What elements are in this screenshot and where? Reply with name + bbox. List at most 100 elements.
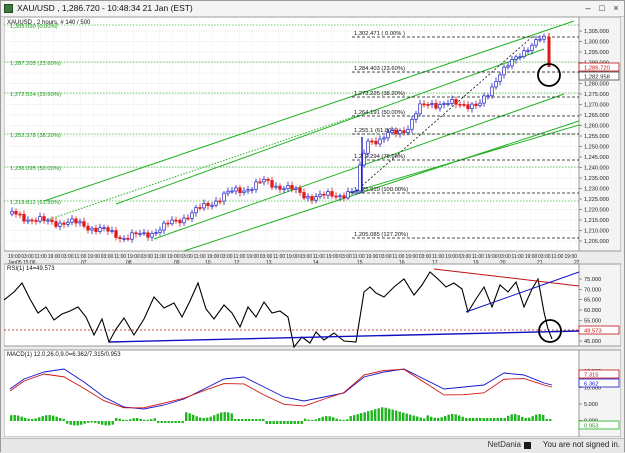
candle-body (238, 187, 242, 194)
candle-body (58, 222, 62, 227)
macd-histogram-bar (279, 421, 282, 424)
fib-right-label: 1,225.910 (100.00%) (354, 187, 408, 193)
sign-in-status[interactable]: You are not signed in. (542, 440, 620, 449)
macd-histogram-bar (489, 418, 492, 421)
macd-flag (578, 378, 620, 388)
candle-body (190, 212, 194, 219)
maximize-button[interactable]: □ (599, 3, 605, 13)
netdania-logo: NetDania (487, 440, 521, 449)
candle-body (450, 99, 454, 104)
candle-body (302, 192, 306, 199)
macd-histogram-bar (101, 421, 104, 425)
candle-body (138, 233, 142, 235)
macd-histogram-bar (118, 418, 121, 421)
macd-histogram-bar (384, 407, 387, 421)
time-tick-label: 11:00 (353, 254, 365, 260)
candle-body (194, 207, 198, 214)
date-tick-label: 17 (432, 260, 438, 266)
date-tick-label: 21 (537, 260, 543, 266)
macd-histogram-bar (13, 415, 16, 421)
candle-body (146, 232, 150, 238)
macd-flag-label: 7.315 (584, 372, 599, 378)
price-tick-label: 1,235.000 (584, 176, 609, 182)
candle-body (518, 56, 522, 59)
macd-histogram-bar (419, 417, 422, 421)
candle-body (122, 238, 126, 240)
fib-right-label: 1,205.085 (127.20%) (354, 232, 408, 238)
candle-body (442, 103, 446, 105)
price-flag-label: 1,282.958 (584, 74, 610, 80)
time-tick-label: 11:00 (551, 254, 563, 260)
macd-histogram-bar (332, 417, 335, 421)
price-panel[interactable]: XAUUSD , 2 hours, # 140 / 500 (4, 17, 621, 266)
macd-histogram-bar (377, 408, 380, 421)
time-tick-label: 11:00 (35, 254, 47, 260)
rsi-panel[interactable]: RSI(1) 14=49.573 75.000 70.000 65.000 60.00… (4, 263, 621, 349)
candle-body (14, 210, 18, 215)
date-tick-label: 10 (205, 260, 211, 266)
candle-body (458, 103, 462, 106)
time-tick-label: 11:00 (512, 254, 524, 260)
candle-body (382, 137, 386, 140)
candle-body (334, 195, 338, 198)
candle-body (410, 118, 414, 130)
price-tick-label: 1,280.000 (584, 82, 609, 88)
candle-body (386, 132, 390, 139)
rsi-support-line (108, 330, 580, 343)
candle-body (246, 189, 250, 192)
candle-body (494, 81, 498, 88)
date-tick-label: 07 (81, 260, 87, 266)
candle-body (218, 200, 222, 203)
fib-left-label: 1,305.090 (0.00%) (10, 24, 58, 30)
candle-body (322, 193, 326, 196)
macd-histogram-bar (433, 417, 436, 421)
date-tick-label: 19 (473, 260, 479, 266)
channel-lower-line (183, 120, 580, 252)
macd-histogram-bar (493, 418, 496, 421)
macd-histogram-bar (521, 416, 524, 421)
macd-histogram-bar (549, 419, 552, 421)
time-tick-label: 11:00 (194, 254, 206, 260)
candle-body (310, 196, 314, 201)
macd-histogram-bar (430, 416, 433, 421)
channel-middle-upper-line (115, 48, 545, 205)
fib-left-label: 1,287.205 (23.60%) (10, 61, 61, 67)
candle-body (526, 50, 530, 52)
macd-histogram-bar (48, 415, 51, 421)
minimize-button[interactable]: – (585, 3, 591, 13)
time-tick-label: 11:00 (432, 254, 444, 260)
fib-left-label: 1,252.378 (38.20%) (10, 133, 61, 139)
macd-histogram-bar (146, 419, 149, 421)
date-tick-label: Jan05 15:06 (8, 260, 36, 266)
candle-body (378, 138, 382, 145)
time-axis: 19:00 03:00 11:00 19:00 03:00 11:00 19:00 03:00… (8, 254, 580, 266)
macd-histogram-bar (391, 409, 394, 421)
fib-right-label: 1,255.1 (61.80%) (354, 128, 399, 134)
candle-body (490, 86, 494, 97)
candle-body (286, 185, 290, 190)
macd-panel[interactable]: MACD(1) 12.0,26.0,9.0=6.362/7.315/0.953 … (4, 349, 621, 437)
time-tick-label: 03:00 (300, 254, 313, 260)
candle-body (242, 190, 246, 194)
channel-bottom-line (348, 124, 580, 194)
macd-histogram-bar (314, 419, 317, 421)
fib-right-label: 1,302.471 ( 0.00% ) (354, 31, 405, 37)
title-bar[interactable]: XAU/USD , 1,286.720 - 10:48:34 21 Jan (E… (1, 1, 624, 17)
macd-histogram-bar (178, 421, 181, 423)
rsi-tick-label: 70.000 (584, 287, 601, 293)
macd-histogram-bar (367, 411, 370, 421)
price-tick-label: 1,220.000 (584, 208, 609, 214)
macd-histogram-bar (251, 419, 254, 421)
chart-area[interactable]: XAUUSD , 2 hours, # 140 / 500 (4, 17, 621, 437)
time-tick-label: 19:00 (326, 254, 339, 260)
macd-histogram-bar (41, 416, 44, 421)
time-tick-label: 11:00 (472, 254, 484, 260)
macd-histogram-bar (17, 415, 20, 421)
fib-right-labels: 1,302.471 ( 0.00% ) 1,284.403 (23.60%) 1… (354, 31, 408, 238)
macd-flag (578, 369, 620, 379)
trend-channel (43, 20, 580, 252)
date-tick-label: 13 (266, 260, 272, 266)
close-button[interactable]: × (613, 3, 619, 13)
candle-body (390, 130, 394, 133)
candle-body (318, 193, 322, 197)
